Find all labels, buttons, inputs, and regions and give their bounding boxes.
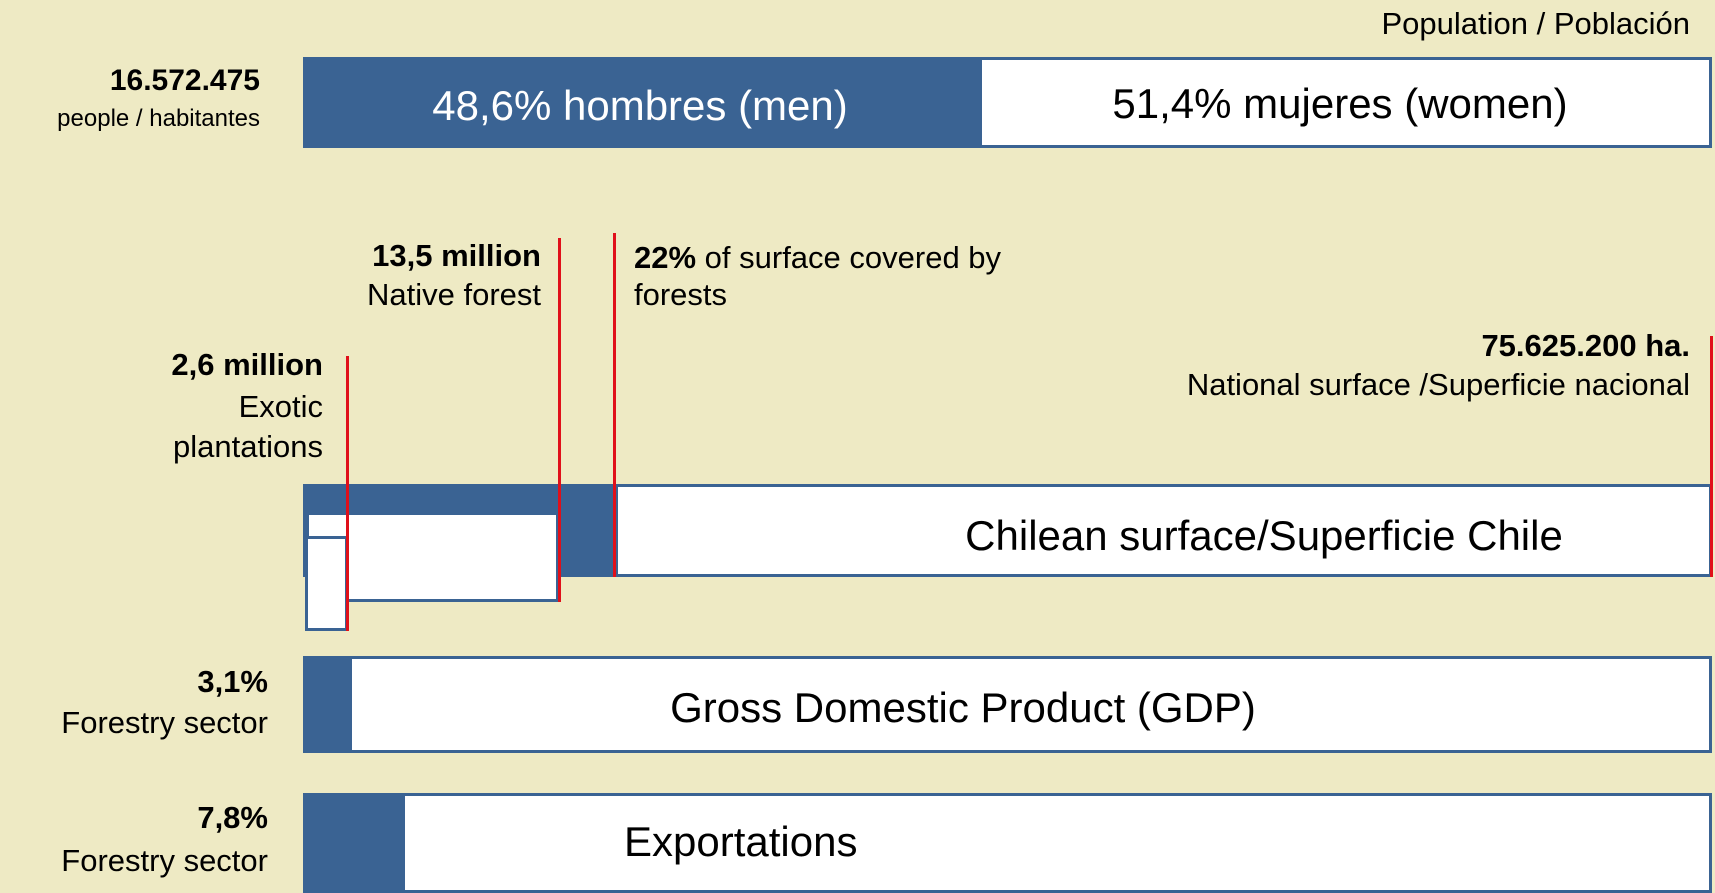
forest-share-text2: forests [634, 277, 728, 312]
exotic-box [305, 536, 348, 631]
forest-share-text: of surface covered by [696, 240, 1002, 275]
surface-label: Chilean surface/Superficie Chile [965, 512, 1563, 559]
gdp-value: 3,1% [197, 664, 268, 699]
forest-share: 22% of surface covered by [634, 240, 1001, 276]
forest-line [613, 233, 616, 577]
exports-sector: Forestry sector [61, 843, 268, 878]
population-title: Population / Población [1381, 6, 1690, 41]
native-value: 13,5 million [372, 238, 541, 273]
exports-label: Exportations [624, 818, 858, 865]
exotic-label: plantations [173, 429, 323, 464]
exports-bar [303, 793, 1712, 893]
national-label: National surface /Superficie nacional [1186, 367, 1690, 402]
gdp-forestry-bar [303, 656, 352, 753]
exotic-value: 2,6 million [171, 347, 323, 382]
exotic-line [346, 356, 349, 631]
exports-forestry-bar [303, 793, 405, 893]
men-label: 48,6% hombres (men) [432, 82, 848, 129]
native-line [558, 238, 561, 602]
population-unit: people / habitantes [57, 105, 260, 132]
national-line [1710, 336, 1713, 577]
women-label: 51,4% mujeres (women) [1112, 80, 1568, 127]
population-total: 16.572.475 [109, 64, 260, 97]
gdp-bar [303, 656, 1712, 753]
exports-value: 7,8% [197, 800, 268, 835]
native-label: Native forest [366, 277, 541, 312]
national-value: 75.625.200 ha. [1481, 328, 1690, 363]
gdp-sector: Forestry sector [61, 705, 268, 740]
men-bar [303, 57, 982, 148]
gdp-label: Gross Domestic Product (GDP) [670, 684, 1256, 731]
exotic-label: Exotic [238, 389, 323, 424]
forest-share-value: 22% [634, 240, 697, 275]
